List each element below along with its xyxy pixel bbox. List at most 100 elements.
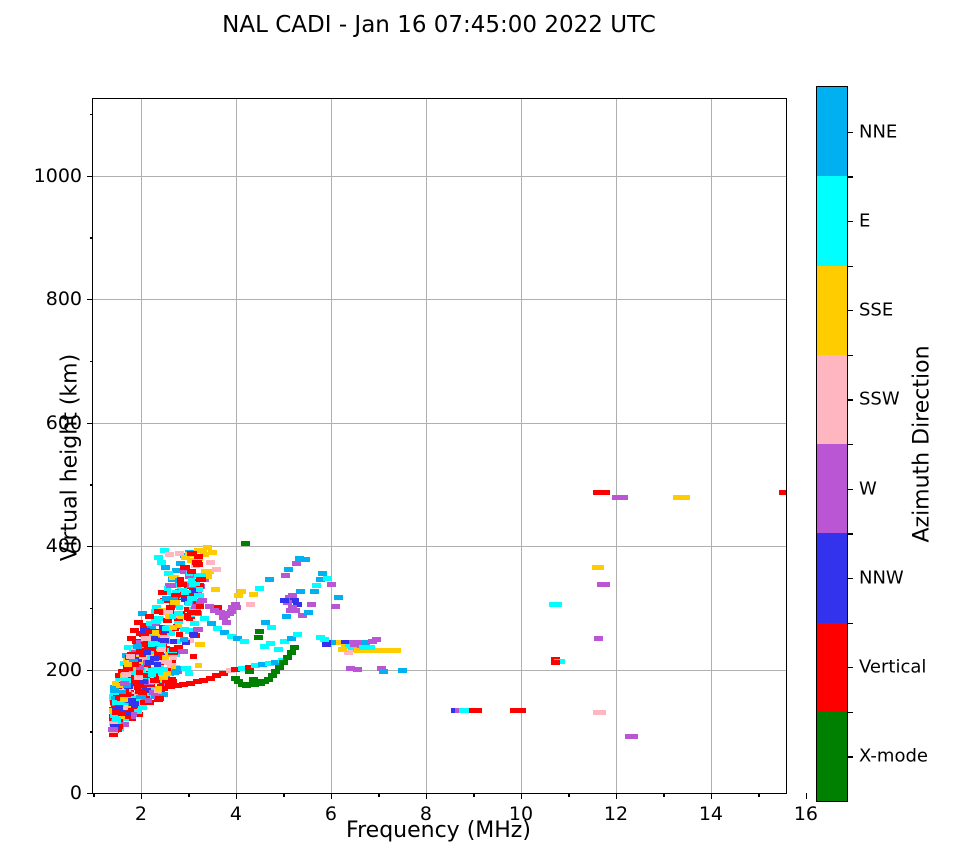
data-point <box>186 610 195 615</box>
colorbar-segment-ssw[interactable] <box>817 354 847 444</box>
data-point <box>190 621 200 627</box>
data-point <box>154 638 165 644</box>
data-point <box>157 658 168 664</box>
data-point <box>186 550 197 556</box>
data-point <box>119 680 129 686</box>
data-point <box>210 586 220 592</box>
data-point <box>201 569 211 575</box>
data-point <box>136 694 147 700</box>
data-point <box>165 684 175 690</box>
data-point <box>295 555 305 561</box>
x-tick-minor <box>663 793 665 797</box>
gridline-vertical <box>615 99 617 793</box>
data-point <box>171 568 181 574</box>
data-point <box>271 659 281 665</box>
data-point <box>148 689 158 695</box>
data-point <box>170 593 180 599</box>
data-point <box>162 626 173 632</box>
data-point <box>133 684 141 690</box>
colorbar-segment-x-mode[interactable] <box>817 711 847 801</box>
colorbar-boundary-tick <box>847 176 853 178</box>
data-point <box>220 629 230 635</box>
azimuth-colorbar[interactable]: NNE E SSE SSW W NNW Vertical X-mode <box>816 86 928 802</box>
colorbar-segment-nnw[interactable] <box>817 533 847 623</box>
data-point <box>164 552 174 558</box>
data-point <box>287 592 297 598</box>
data-point <box>215 610 225 616</box>
data-point <box>130 628 140 634</box>
data-point <box>153 673 163 679</box>
data-point <box>191 603 200 609</box>
data-point <box>321 642 331 648</box>
data-point <box>130 678 140 684</box>
colorbar-tick <box>847 220 853 223</box>
x-tick-mark <box>140 793 143 799</box>
data-point <box>271 669 281 675</box>
data-point <box>184 615 192 621</box>
data-point <box>281 613 291 619</box>
data-point <box>154 661 162 667</box>
data-point <box>280 573 290 579</box>
y-tick-label: 200 <box>45 658 82 681</box>
colorbar-segment-vertical[interactable] <box>817 622 847 712</box>
data-point <box>245 601 255 607</box>
data-point <box>240 638 250 644</box>
data-point <box>251 663 261 669</box>
colorbar-segment-e[interactable] <box>817 176 847 266</box>
data-point <box>196 598 205 604</box>
data-point <box>509 707 519 713</box>
gridline-horizontal <box>93 299 786 301</box>
data-point <box>255 585 265 591</box>
data-point <box>129 658 139 664</box>
data-point <box>144 698 152 704</box>
colorbar-boundary-tick <box>847 354 853 357</box>
data-point <box>155 653 163 659</box>
data-point <box>161 564 171 570</box>
data-point <box>454 707 464 713</box>
data-point <box>597 710 607 716</box>
data-point <box>331 604 341 610</box>
colorbar-boundary-tick <box>847 444 853 446</box>
data-point <box>196 587 204 593</box>
x-tick-minor <box>188 793 190 797</box>
data-point <box>594 636 604 642</box>
data-point <box>348 647 358 653</box>
data-point <box>159 685 169 691</box>
data-point <box>132 662 140 668</box>
data-point <box>212 673 222 679</box>
x-tick-mark <box>805 793 808 799</box>
data-point <box>157 559 167 565</box>
x-tick-minor <box>283 793 285 797</box>
colorbar-segment-w[interactable] <box>817 444 847 534</box>
data-point <box>207 549 217 555</box>
data-point <box>346 665 356 671</box>
data-point <box>123 691 132 697</box>
data-point <box>778 490 786 496</box>
data-point <box>199 677 209 683</box>
data-point <box>595 564 605 570</box>
colorbar-segment-nne[interactable] <box>817 87 847 177</box>
data-point <box>123 714 131 720</box>
colorbar-segment-sse[interactable] <box>817 265 847 355</box>
data-point <box>209 607 219 613</box>
data-point <box>136 648 146 654</box>
data-point <box>174 623 182 629</box>
x-tick-label: 4 <box>229 803 243 825</box>
data-point <box>168 574 179 580</box>
colorbar-tick <box>847 310 853 312</box>
data-point <box>134 620 144 626</box>
data-point <box>244 664 254 670</box>
data-point <box>159 631 167 636</box>
data-point <box>260 620 270 626</box>
data-point <box>163 670 173 676</box>
data-point <box>340 639 350 645</box>
colorbar-label-w: W <box>859 478 877 500</box>
data-point <box>205 675 215 681</box>
data-point <box>114 692 125 698</box>
y-tick-mark <box>87 669 93 671</box>
data-point <box>365 648 375 654</box>
data-point <box>238 665 248 671</box>
data-point <box>141 688 151 694</box>
data-point <box>174 616 184 622</box>
data-point <box>181 590 192 596</box>
